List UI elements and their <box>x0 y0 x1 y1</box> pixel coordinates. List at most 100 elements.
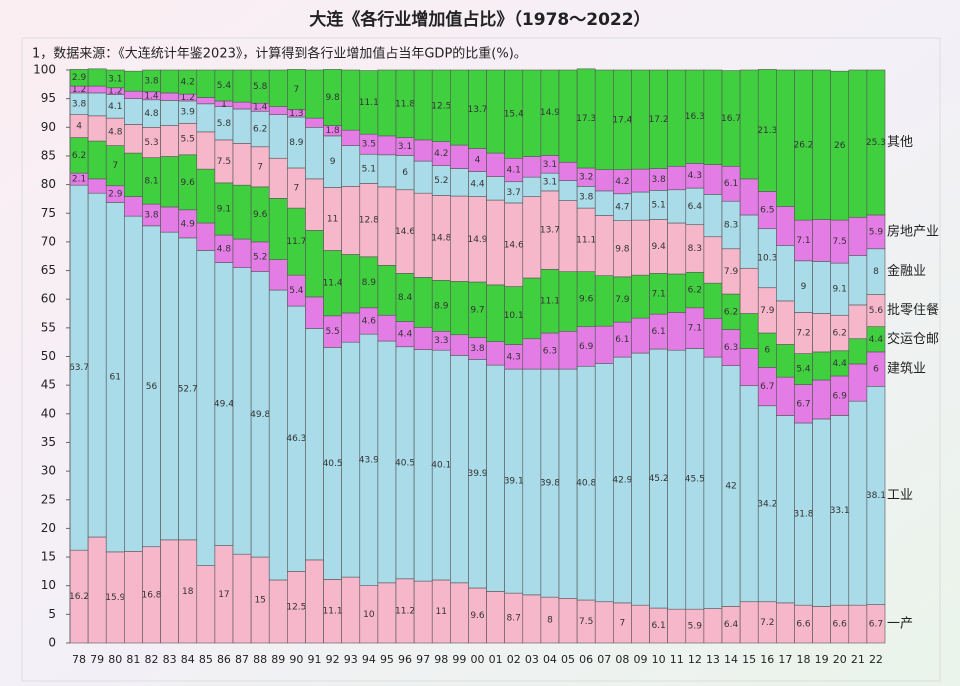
data-label: 40.5 <box>395 458 415 468</box>
x-tick-label: 87 <box>235 653 249 666</box>
bar-segment <box>413 349 433 582</box>
y-tick-label: 85 <box>41 148 56 162</box>
bar-segment <box>160 100 179 126</box>
bar-segment <box>812 418 831 607</box>
bar-segment <box>739 385 759 603</box>
y-tick-label: 65 <box>41 263 56 277</box>
series-label: 交运仓邮 <box>887 331 939 347</box>
bar-segment <box>232 267 252 555</box>
bar-segment <box>124 152 143 197</box>
data-label: 33.1 <box>830 506 850 516</box>
data-label: 5.6 <box>869 306 884 316</box>
bar-segment <box>124 196 143 217</box>
bar-segment <box>160 125 179 157</box>
data-label: 9.8 <box>325 93 340 103</box>
data-label: 3.5 <box>362 140 376 150</box>
data-label: 3.2 <box>579 173 593 183</box>
bar-segment <box>341 69 361 131</box>
bar-segment <box>667 165 687 191</box>
data-label: 3.8 <box>144 210 159 220</box>
data-label: 5.5 <box>181 135 195 145</box>
x-tick-label: 83 <box>163 653 177 666</box>
data-label: 11.8 <box>395 99 415 109</box>
data-label: 11.1 <box>359 98 379 108</box>
bar-segment <box>232 101 252 110</box>
bar-segment <box>124 124 143 154</box>
data-label: 16.7 <box>721 114 741 124</box>
bar-segment <box>558 598 578 644</box>
data-label: 6.2 <box>688 286 702 296</box>
data-label: 6.3 <box>543 347 557 357</box>
data-label: 7.2 <box>760 618 774 628</box>
x-tick-label: 10 <box>652 653 666 666</box>
bar-segment <box>631 168 650 193</box>
data-label: 6.6 <box>833 620 848 630</box>
data-label: 3.1 <box>543 160 557 170</box>
bar-segment <box>776 344 795 378</box>
bar-segment <box>377 154 397 188</box>
data-label: 5.4 <box>796 365 811 375</box>
bar-segment <box>305 178 324 231</box>
x-tick-label: 20 <box>833 653 847 666</box>
data-label: 13.7 <box>467 105 487 115</box>
data-label: 10.3 <box>757 254 777 264</box>
data-label: 3.8 <box>144 76 159 86</box>
bar-segment <box>667 312 687 351</box>
data-label: 5.9 <box>869 227 884 237</box>
bar-segment <box>739 178 759 216</box>
data-label: 3.9 <box>181 108 196 118</box>
bar-segment <box>87 68 107 87</box>
bar-segment <box>486 69 505 154</box>
data-label: 6.7 <box>869 619 883 629</box>
bar-segment <box>631 274 650 319</box>
data-label: 9.1 <box>833 285 847 295</box>
x-tick-label: 12 <box>688 653 702 666</box>
data-label: 14.8 <box>431 233 451 243</box>
x-tick-label: 01 <box>489 653 503 666</box>
bar-segment <box>739 601 759 644</box>
bar-segment <box>486 176 505 201</box>
data-label: 6.2 <box>72 151 86 161</box>
bar-segment <box>812 351 831 381</box>
bar-segment <box>631 219 650 276</box>
data-label: 8.3 <box>724 220 738 230</box>
series-label: 其他 <box>887 135 913 150</box>
bar-segment <box>522 69 542 157</box>
x-tick-label: 04 <box>543 653 557 666</box>
bar-segment <box>558 368 578 599</box>
data-label: 8.7 <box>507 614 521 624</box>
x-tick-label: 02 <box>507 653 521 666</box>
data-label: 4.3 <box>507 352 521 362</box>
bar-segment <box>486 284 505 342</box>
data-label: 9 <box>330 157 336 167</box>
bar-segment <box>413 69 433 141</box>
data-label: 11.1 <box>323 607 343 617</box>
data-label: 39.8 <box>540 479 560 489</box>
data-label: 3.8 <box>72 99 87 109</box>
bar-segment <box>305 296 324 329</box>
data-label: 15 <box>254 596 265 606</box>
bar-segment <box>594 169 614 192</box>
data-label: 7.2 <box>796 329 810 339</box>
bar-segment <box>703 69 723 165</box>
bar-segment <box>522 156 542 178</box>
data-label: 16.2 <box>69 592 89 602</box>
bar-segment <box>594 275 614 327</box>
bar-segment <box>87 85 107 94</box>
data-label: 6 <box>402 168 408 178</box>
bar-segment <box>87 536 107 644</box>
data-label: 3.1 <box>398 142 412 152</box>
bar-segment <box>413 139 433 162</box>
data-label: 9.7 <box>470 305 484 315</box>
bar-segment <box>558 69 578 163</box>
x-tick-label: 22 <box>869 653 883 666</box>
data-label: 7.5 <box>217 157 231 167</box>
bar-segment <box>703 318 723 358</box>
bar-segment <box>124 551 143 644</box>
data-label: 45.5 <box>685 474 705 484</box>
bar-segment <box>160 539 179 644</box>
bar-segment <box>450 334 469 356</box>
data-label: 6.9 <box>833 391 848 401</box>
data-label: 14.6 <box>395 227 415 237</box>
data-label: 1.4 <box>253 103 268 113</box>
